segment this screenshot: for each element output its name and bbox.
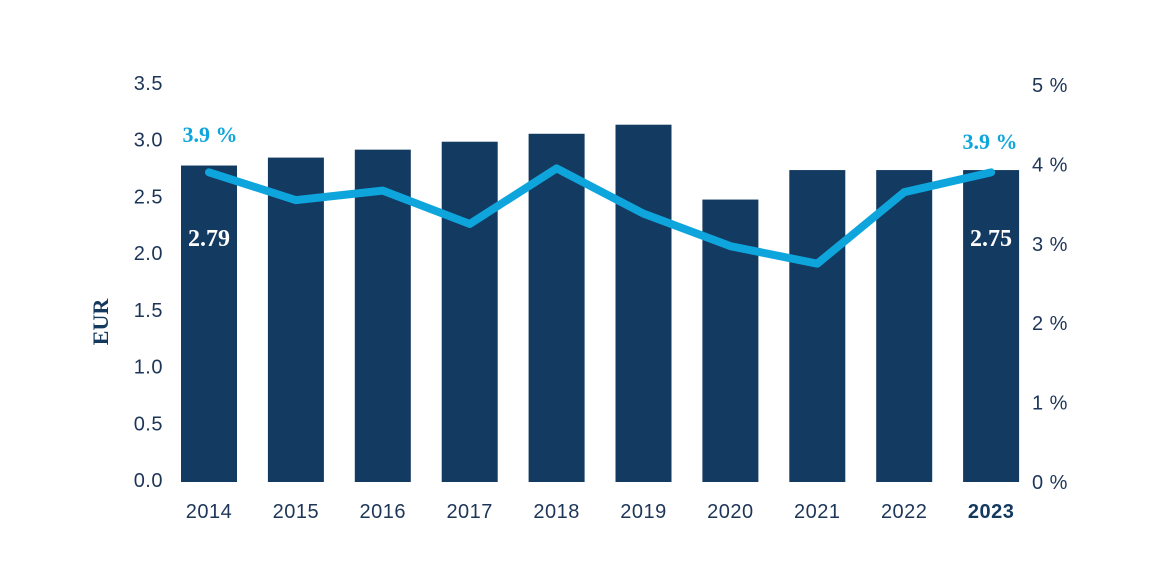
y-tick: 3.0 [134,130,163,152]
y-tick: 3.5 [134,73,163,95]
line-label-last: 3.9 % [963,129,1018,154]
x-tick-2017: 2017 [446,501,493,523]
y2-tick: 5 % [1032,75,1068,97]
x-tick-2018: 2018 [533,501,580,523]
y2-tick: 4 % [1032,154,1068,176]
y-axis-label: EUR [88,298,113,346]
x-tick-2020: 2020 [707,501,754,523]
x-tick-2023: 2023 [968,501,1015,523]
bar-2015 [267,157,324,482]
line-label-first: 3.9 % [183,122,238,147]
bar-2023 [963,170,1020,483]
bar-2017 [441,141,498,482]
x-tick-2021: 2021 [794,501,841,523]
bar-label-first: 2.79 [188,226,230,252]
bar-label-last: 2.75 [970,226,1012,252]
y-tick: 0.0 [134,470,163,492]
x-tick-2015: 2015 [273,501,320,523]
x-tick-2016: 2016 [360,501,407,523]
bar-2016 [354,149,411,482]
yield-line [205,164,996,268]
y-tick: 1.0 [134,357,163,379]
bar-2021 [789,170,846,483]
bar-2018 [528,133,585,482]
bar-2014 [181,165,237,482]
x-tick-2019: 2019 [620,501,667,523]
y2-tick: 0 % [1032,472,1068,494]
y-tick: 1.5 [134,300,163,322]
y-tick: 2.0 [134,243,163,265]
y-tick: 0.5 [134,413,163,435]
x-tick-2022: 2022 [881,501,928,523]
bar-2022 [876,170,933,483]
x-tick-2014: 2014 [186,501,233,523]
y2-tick: 1 % [1032,393,1068,415]
y2-tick: 2 % [1032,313,1068,335]
y-tick: 2.5 [134,186,163,208]
y2-tick: 3 % [1032,234,1068,256]
bar-2019 [615,124,672,482]
